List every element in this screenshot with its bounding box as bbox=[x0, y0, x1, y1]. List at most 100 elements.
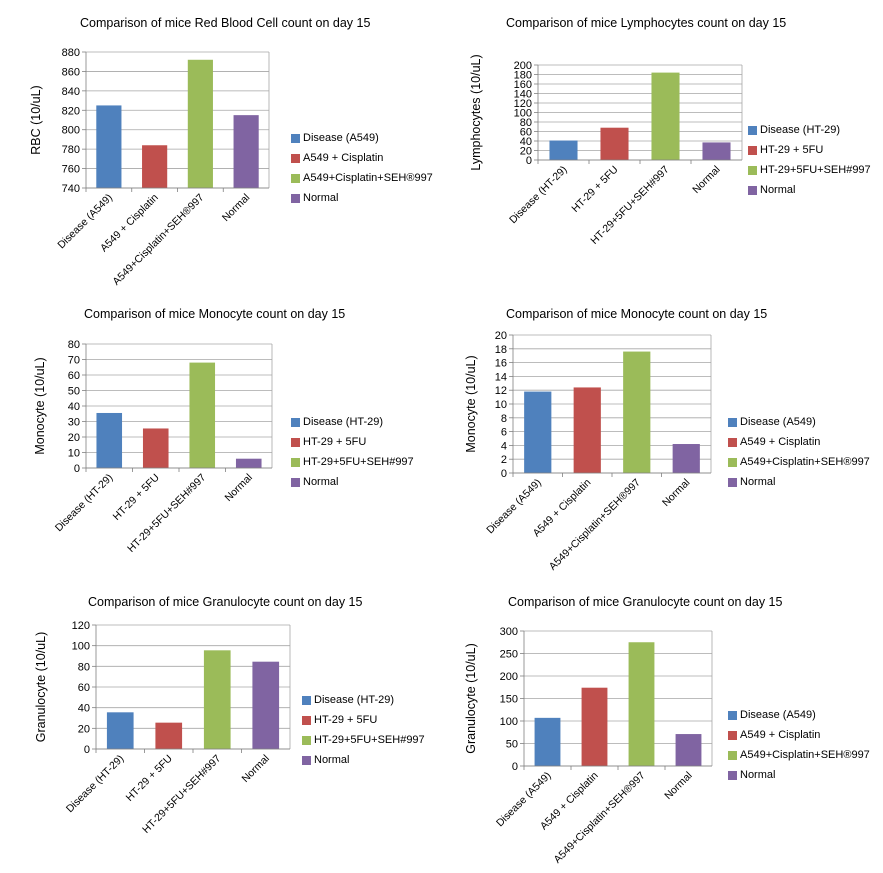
y-tick-label: 860 bbox=[62, 66, 80, 78]
bar bbox=[252, 661, 280, 749]
x-tick-label: Normal bbox=[662, 770, 694, 802]
x-tick-label: Disease (HT-29) bbox=[507, 164, 570, 227]
x-tick-label: A549+Cisplatin+SEH®997 bbox=[552, 770, 648, 866]
y-tick-label: 18 bbox=[495, 344, 507, 356]
chart-title: Comparison of mice Monocyte count on day… bbox=[84, 307, 346, 321]
legend-item: Disease (A549) bbox=[728, 705, 870, 725]
legend-label: Normal bbox=[303, 192, 339, 204]
legend-item: Normal bbox=[728, 472, 870, 492]
legend-item: Disease (A549) bbox=[728, 412, 870, 432]
legend-label: HT-29 + 5FU bbox=[303, 436, 367, 448]
y-tick-label: 20 bbox=[495, 330, 507, 342]
y-tick-label: 880 bbox=[62, 47, 80, 59]
bar bbox=[96, 412, 123, 468]
legend-item: A549+Cisplatin+SEH®997 bbox=[728, 745, 870, 765]
legend-label: HT-29+5FU+SEH#997 bbox=[314, 734, 425, 746]
legend-label: HT-29 + 5FU bbox=[314, 714, 378, 726]
y-tick-label: 820 bbox=[62, 105, 80, 117]
legend-label: A549+Cisplatin+SEH®997 bbox=[740, 456, 870, 468]
bar bbox=[581, 687, 608, 766]
legend-label: A549+Cisplatin+SEH®997 bbox=[740, 749, 870, 761]
chart-plot: 0 10 20 30 40 50 60 70 80 Disease (HT-29)HT-29 + … bbox=[33, 339, 273, 555]
bar bbox=[534, 717, 561, 766]
y-tick-label: 60 bbox=[520, 127, 532, 139]
legend-item: Normal bbox=[748, 180, 871, 200]
legend-swatch bbox=[728, 437, 737, 447]
chart-title: Comparison of mice Red Blood Cell count … bbox=[80, 16, 371, 30]
legend-label: Normal bbox=[760, 184, 796, 196]
legend-swatch bbox=[302, 735, 311, 745]
y-tick-label: 20 bbox=[520, 146, 532, 158]
legend-swatch bbox=[728, 710, 737, 720]
legend-item: HT-29+5FU+SEH#997 bbox=[302, 730, 425, 750]
y-tick-label: 250 bbox=[500, 649, 518, 661]
chart-panel-monocyte-a549: Comparison of mice Monocyte count on day… bbox=[440, 290, 883, 585]
legend-swatch bbox=[748, 165, 757, 175]
y-tick-label: 40 bbox=[68, 401, 80, 413]
bar bbox=[672, 444, 700, 473]
legend-swatch bbox=[291, 173, 300, 183]
y-tick-label: 200 bbox=[514, 60, 532, 72]
y-tick-label: 740 bbox=[62, 183, 80, 195]
chart-plot: 0 20 40 60 80 100 120 Disease (HT-29)HT-29 + 5F… bbox=[34, 620, 291, 836]
chart-panel-lymphocytes: Comparison of mice Lymphocytes count on … bbox=[440, 0, 883, 290]
y-tick-label: 120 bbox=[514, 98, 532, 110]
y-tick-label: 0 bbox=[512, 761, 518, 773]
legend-label: HT-29 + 5FU bbox=[760, 144, 824, 156]
legend-label: Disease (HT-29) bbox=[314, 694, 395, 706]
x-tick-label: Normal bbox=[239, 753, 271, 785]
y-tick-label: 800 bbox=[62, 125, 80, 137]
legend-swatch bbox=[291, 417, 300, 427]
x-tick-label: HT-29+5FU+SEH#997 bbox=[125, 472, 208, 555]
y-tick-label: 60 bbox=[78, 682, 90, 694]
bar bbox=[142, 428, 169, 468]
legend-item: Disease (HT-29) bbox=[302, 690, 425, 710]
y-tick-label: 50 bbox=[68, 386, 80, 398]
bar bbox=[96, 105, 122, 188]
legend-label: Disease (A549) bbox=[740, 709, 816, 721]
legend-swatch bbox=[728, 770, 737, 780]
y-tick-label: 4 bbox=[501, 440, 507, 452]
x-tick-label: Disease (HT-29) bbox=[53, 472, 116, 535]
legend-label: A549 + Cisplatin bbox=[740, 436, 821, 448]
x-tick-label: HT-29 + 5FU bbox=[111, 472, 162, 523]
legend-item: Disease (A549) bbox=[291, 128, 433, 148]
y-tick-label: 0 bbox=[526, 155, 532, 167]
x-tick-label: Disease (HT-29) bbox=[64, 753, 127, 816]
chart-panel-monocyte-ht29: Comparison of mice Monocyte count on day… bbox=[0, 290, 440, 585]
chart-panel-rbc: Comparison of mice Red Blood Cell count … bbox=[0, 0, 440, 290]
legend-swatch bbox=[291, 437, 300, 447]
chart-panel-granulocyte-ht29: Comparison of mice Granulocyte count on … bbox=[0, 585, 440, 873]
x-tick-label: Normal bbox=[220, 192, 252, 224]
legend-label: Disease (HT-29) bbox=[760, 124, 841, 136]
chart-legend: Disease (HT-29) HT-29 + 5FU HT-29+5FU+SE… bbox=[291, 412, 414, 492]
y-tick-label: 760 bbox=[62, 164, 80, 176]
y-axis-label: Lymphocytes (10/uL) bbox=[469, 54, 483, 170]
y-axis-label: Granulocyte (10/uL) bbox=[464, 643, 478, 753]
y-tick-label: 2 bbox=[501, 454, 507, 466]
chart-legend: Disease (HT-29) HT-29 + 5FU HT-29+5FU+SE… bbox=[748, 120, 871, 200]
y-tick-label: 80 bbox=[520, 117, 532, 129]
legend-label: HT-29+5FU+SEH#997 bbox=[303, 456, 414, 468]
bar bbox=[106, 712, 134, 749]
bar bbox=[187, 59, 213, 189]
legend-label: Normal bbox=[303, 476, 339, 488]
legend-swatch bbox=[291, 457, 300, 467]
y-tick-label: 80 bbox=[78, 661, 90, 673]
y-tick-label: 20 bbox=[68, 432, 80, 444]
legend-label: A549 + Cisplatin bbox=[740, 729, 821, 741]
chart-title: Comparison of mice Lymphocytes count on … bbox=[506, 16, 787, 30]
bar bbox=[675, 734, 702, 766]
legend-label: Normal bbox=[740, 769, 776, 781]
y-tick-label: 14 bbox=[495, 371, 507, 383]
y-tick-label: 0 bbox=[74, 463, 80, 475]
bar bbox=[628, 642, 655, 766]
y-tick-label: 20 bbox=[78, 723, 90, 735]
chart-legend: Disease (HT-29) HT-29 + 5FU HT-29+5FU+SE… bbox=[302, 690, 425, 770]
legend-item: A549 + Cisplatin bbox=[728, 725, 870, 745]
legend-item: HT-29 + 5FU bbox=[302, 710, 425, 730]
y-axis-label: Granulocyte (10/uL) bbox=[34, 632, 48, 742]
chart-panel-granulocyte-a549: Comparison of mice Granulocyte count on … bbox=[440, 585, 883, 873]
y-tick-label: 70 bbox=[68, 355, 80, 367]
bar bbox=[573, 387, 601, 473]
